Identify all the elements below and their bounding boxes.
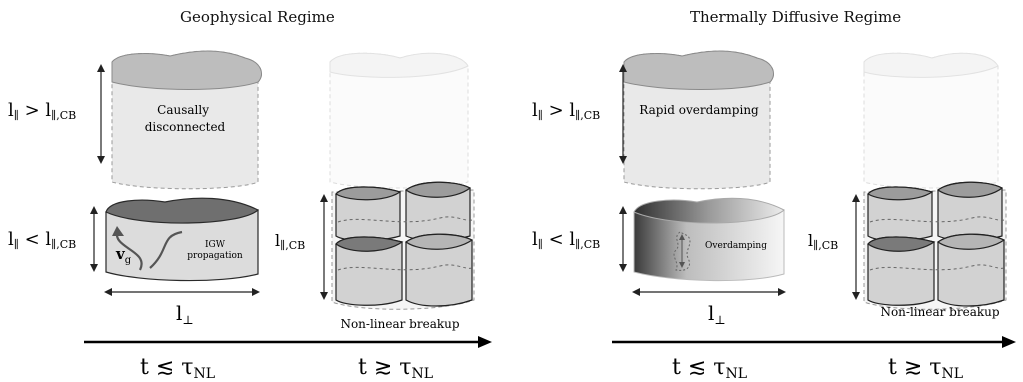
overdamping-label: Overdamping (705, 241, 767, 251)
l-par-gt-label-right: l∥ > l∥,CB (532, 100, 600, 122)
t-gt-label-right: t ≳ τNL (888, 355, 963, 382)
breakup-height-arrow-right (852, 194, 860, 300)
vertical-arrow-bottom (90, 206, 98, 272)
l-perp-arrow (104, 288, 260, 296)
vertical-arrow-bottom-right (619, 206, 627, 272)
bottom-cylinder-overdamping: Overdamping (633, 197, 785, 282)
panel-title-geophysical: Geophysical Regime (180, 8, 335, 26)
top-faint-cylinder-right (863, 52, 999, 189)
breakup-height-arrow (320, 194, 328, 300)
t-lt-label: t ≲ τNL (140, 355, 215, 382)
t-gt-label: t ≳ τNL (358, 355, 433, 382)
top-cylinder-rapid-overdamping: Rapid overdamping (623, 50, 774, 190)
causally-label-line1: Causally (157, 103, 209, 117)
l-perp-label: l⊥ (176, 301, 194, 327)
vertical-arrow-top-right (619, 64, 627, 164)
svg-text:Causally disconnected: Causally disconnected (145, 103, 226, 134)
panel-title-thermal: Thermally Diffusive Regime (690, 8, 902, 26)
thermally-diffusive-panel: Thermally Diffusive Regime Rapid overdam… (512, 0, 1023, 382)
t-lt-label-right: t ≲ τNL (672, 355, 747, 382)
l-par-cb-label: l∥,CB (275, 231, 305, 252)
l-perp-arrow-right (632, 288, 786, 296)
breakup-stack-right (863, 181, 1007, 310)
breakup-caption: Non-linear breakup (340, 317, 459, 331)
time-arrow-right (612, 336, 1016, 348)
l-par-cb-label-right: l∥,CB (808, 231, 838, 252)
top-cylinder-causally-disconnected: Causally disconnected (111, 50, 262, 190)
igw-label: IGW propagation (187, 240, 243, 261)
causally-label-line2: disconnected (145, 120, 226, 134)
rapid-overdamping-label: Rapid overdamping (639, 103, 759, 117)
vg-label: vg (115, 245, 132, 266)
l-par-lt-label-right: l∥ < l∥,CB (532, 229, 600, 251)
l-par-gt-label: l∥ > l∥,CB (8, 100, 76, 122)
vertical-arrow-top (97, 64, 105, 164)
breakup-stack (331, 181, 475, 310)
time-arrow (84, 336, 492, 348)
thermal-diagram: Rapid overdamping l∥ > l∥,CB (532, 50, 1016, 382)
l-perp-label-right: l⊥ (708, 301, 726, 327)
geophysical-panel: Geophysical Regime Causally disconnected… (0, 0, 511, 382)
breakup-caption-right: Non-linear breakup (880, 305, 999, 319)
bottom-cylinder-igw: vg IGW propagation (105, 197, 260, 282)
top-faint-cylinder (329, 52, 469, 189)
l-par-lt-label: l∥ < l∥,CB (8, 229, 76, 251)
geophysical-diagram: Causally disconnected l∥ > l∥,CB vg (8, 50, 492, 382)
